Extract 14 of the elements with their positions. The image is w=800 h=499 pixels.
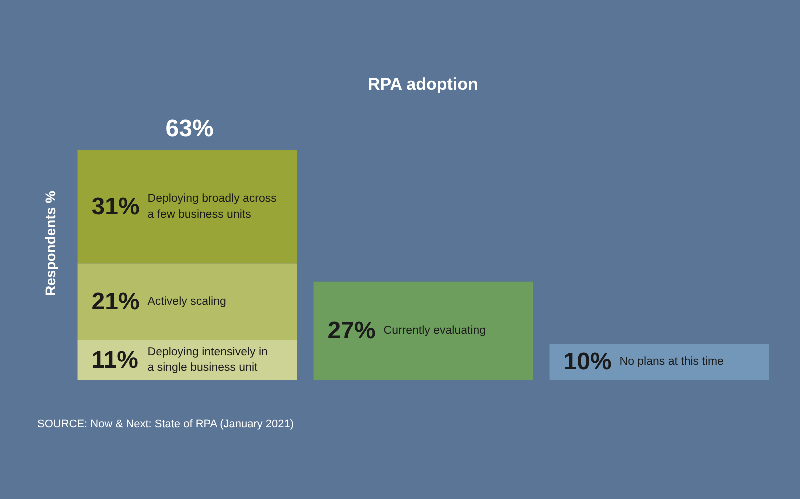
data-label: 10% — [564, 348, 612, 376]
data-label: 21% — [92, 288, 140, 316]
data-label: 31% — [92, 193, 140, 220]
y-axis-title: Respondents % — [42, 190, 58, 296]
series-label: No plans at this time — [620, 356, 724, 368]
series-label: Deploying broadly across a few business units — [148, 193, 278, 221]
series-label: Actively scaling — [148, 296, 226, 308]
data-label: 11% — [92, 346, 138, 374]
chart-title: RPA adoption — [368, 75, 478, 94]
total-label: 63% — [166, 115, 214, 142]
series-label: Deploying intensively in a single business unit — [148, 346, 268, 374]
data-label: 27% — [328, 318, 376, 345]
series-label: Currently evaluating — [384, 325, 486, 338]
source-note: SOURCE: Now & Next: State of RPA (January 2021) — [38, 418, 294, 430]
